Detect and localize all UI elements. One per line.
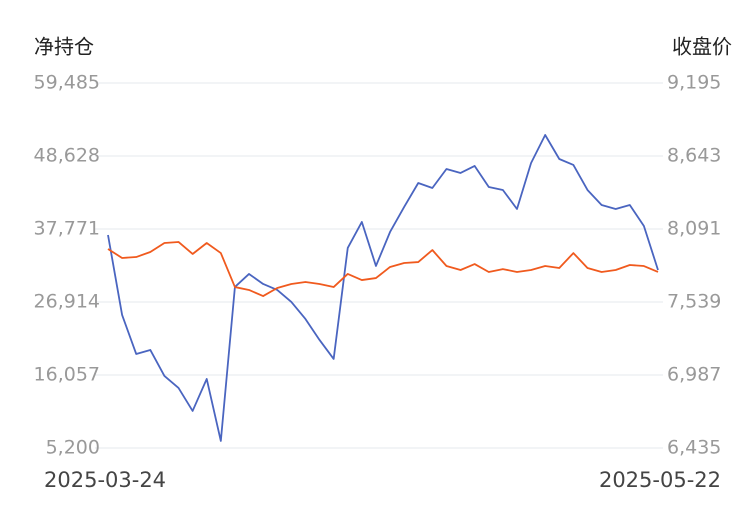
y-axis-title: 净持仓 xyxy=(34,35,94,59)
y2-axis-title: 收盘价 xyxy=(672,35,732,59)
y-tick-label: 59,485 xyxy=(34,72,100,94)
y2-tick-label: 6,987 xyxy=(667,364,721,386)
series-line xyxy=(107,241,659,297)
y2-tick-label: 8,091 xyxy=(667,218,721,240)
y2-tick-label: 6,435 xyxy=(667,437,721,459)
y-tick-label: 26,914 xyxy=(34,291,100,313)
y2-tick-label: 9,195 xyxy=(667,72,721,94)
y2-tick-label: 7,539 xyxy=(667,291,721,313)
y-tick-label: 48,628 xyxy=(34,145,100,167)
y-tick-label: 5,200 xyxy=(46,437,100,459)
y2-tick-label: 8,643 xyxy=(667,145,721,167)
y-tick-label: 16,057 xyxy=(34,364,100,386)
x-tick-label: 2025-05-22 xyxy=(599,468,721,492)
x-tick-label: 2025-03-24 xyxy=(44,468,166,492)
y-tick-label: 37,771 xyxy=(34,218,100,240)
series-line xyxy=(107,134,659,442)
